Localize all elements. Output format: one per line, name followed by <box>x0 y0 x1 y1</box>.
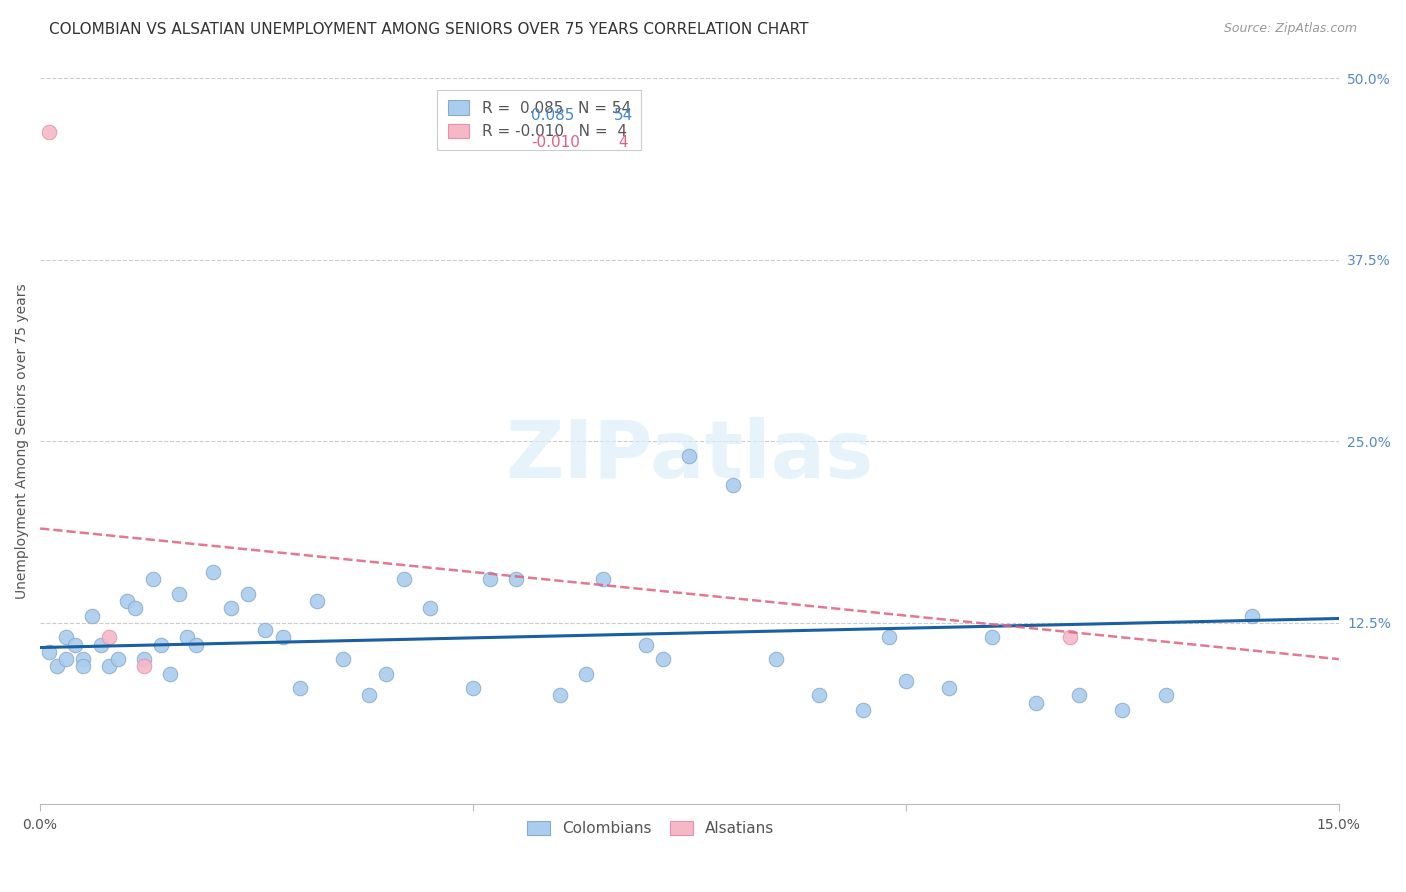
Point <box>392 572 415 586</box>
Point <box>332 652 354 666</box>
Point <box>176 631 198 645</box>
Point <box>981 631 1004 645</box>
Text: 4: 4 <box>614 135 628 150</box>
Point <box>98 659 121 673</box>
Text: 54: 54 <box>614 108 633 122</box>
Point <box>938 681 960 696</box>
Point <box>852 703 875 717</box>
Point <box>142 572 165 586</box>
Point <box>765 652 787 666</box>
Point <box>167 587 190 601</box>
Point <box>1154 689 1177 703</box>
Point <box>254 623 277 637</box>
Point <box>678 449 700 463</box>
Point <box>652 652 675 666</box>
Text: ZIPatlas: ZIPatlas <box>505 417 873 495</box>
Point <box>636 638 658 652</box>
Point <box>98 631 121 645</box>
Point <box>592 572 614 586</box>
Point <box>1241 608 1264 623</box>
Point <box>548 689 571 703</box>
Point <box>38 645 60 659</box>
Text: 0.085: 0.085 <box>531 108 575 122</box>
Point <box>132 659 155 673</box>
Point <box>124 601 146 615</box>
Point <box>359 689 381 703</box>
Point <box>46 659 69 673</box>
Text: Source: ZipAtlas.com: Source: ZipAtlas.com <box>1223 22 1357 36</box>
Point <box>80 608 103 623</box>
Point <box>90 638 112 652</box>
Y-axis label: Unemployment Among Seniors over 75 years: Unemployment Among Seniors over 75 years <box>15 284 30 599</box>
Point <box>115 594 138 608</box>
Point <box>877 631 900 645</box>
Point <box>72 659 94 673</box>
Point <box>505 572 527 586</box>
Point <box>184 638 207 652</box>
Point <box>1059 631 1081 645</box>
Point <box>721 478 744 492</box>
Point <box>375 666 398 681</box>
Point <box>159 666 181 681</box>
Point <box>574 666 596 681</box>
Point <box>150 638 173 652</box>
Point <box>288 681 311 696</box>
Legend: Colombians, Alsatians: Colombians, Alsatians <box>519 813 782 844</box>
Point <box>72 652 94 666</box>
Point <box>1025 696 1047 710</box>
Point <box>107 652 129 666</box>
Point <box>271 631 294 645</box>
Text: -0.010: -0.010 <box>531 135 579 150</box>
Point <box>132 652 155 666</box>
Text: COLOMBIAN VS ALSATIAN UNEMPLOYMENT AMONG SENIORS OVER 75 YEARS CORRELATION CHART: COLOMBIAN VS ALSATIAN UNEMPLOYMENT AMONG… <box>49 22 808 37</box>
Point <box>236 587 259 601</box>
Point <box>461 681 484 696</box>
Point <box>479 572 502 586</box>
Point <box>55 652 77 666</box>
Point <box>1067 689 1090 703</box>
Point <box>1111 703 1133 717</box>
Point <box>55 631 77 645</box>
Point <box>219 601 242 615</box>
Point <box>63 638 86 652</box>
Point <box>419 601 441 615</box>
Point <box>307 594 329 608</box>
Point <box>808 689 831 703</box>
Point <box>38 125 60 139</box>
Point <box>202 565 225 579</box>
Point <box>894 673 917 688</box>
